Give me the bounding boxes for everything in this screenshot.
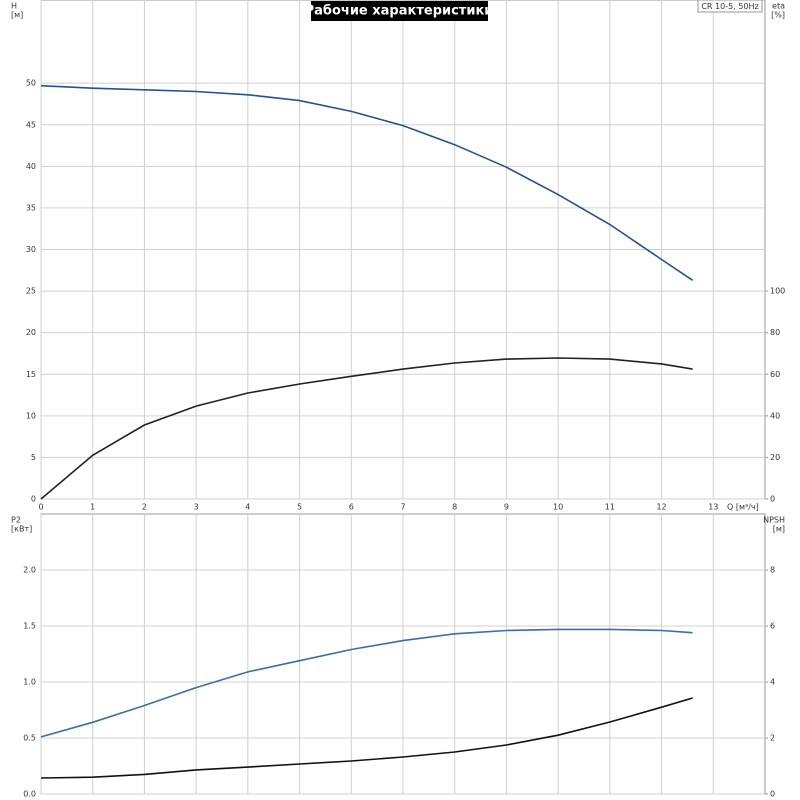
- x-tick-label: 9: [504, 503, 509, 512]
- x-tick-label: 1: [90, 503, 95, 512]
- series-line: [40, 628, 693, 738]
- y-tick-label: 0.0: [23, 790, 36, 799]
- y-tick-label: 25: [26, 287, 36, 296]
- y-tick-label: 10: [26, 411, 36, 420]
- x-tick-label: 3: [194, 503, 199, 512]
- y-tick-label: 35: [26, 203, 36, 212]
- x-tick-label: 13: [708, 503, 718, 512]
- y2-tick-label: 0: [770, 495, 775, 504]
- series-line: [40, 697, 693, 779]
- title-box: Рабочие характеристики: [305, 1, 494, 21]
- x-tick-label: 0: [38, 503, 43, 512]
- y2-axis-unit: [%]: [771, 11, 785, 20]
- x-tick-label: 12: [656, 503, 666, 512]
- x-tick-label: 6: [349, 503, 354, 512]
- series-line: [40, 357, 693, 500]
- y-axis-unit: [м]: [11, 11, 23, 20]
- y-tick-label: 20: [26, 328, 36, 337]
- y-tick-label: 45: [26, 120, 36, 129]
- y-tick-label: 30: [26, 245, 36, 254]
- y2-tick-label: 100: [770, 287, 785, 296]
- y2-tick-label: 0: [770, 790, 775, 799]
- y-tick-label: 40: [26, 162, 36, 171]
- y2-tick-label: 60: [770, 370, 780, 379]
- x-tick-label: 2: [142, 503, 147, 512]
- y-tick-label: 0: [31, 495, 36, 504]
- x-tick-label: 4: [245, 503, 250, 512]
- y-axis-label: H: [11, 2, 17, 11]
- x-tick-label: 8: [452, 503, 457, 512]
- y2-axis-label: NPSH: [763, 516, 785, 525]
- y-tick-label: 1.5: [23, 622, 36, 631]
- x-tick-label: 7: [400, 503, 405, 512]
- series-line: [40, 84, 694, 281]
- y2-axis-unit: [м]: [773, 525, 785, 534]
- y2-tick-label: 4: [770, 678, 775, 687]
- annotation-box: [697, 0, 763, 13]
- y-tick-label: 5: [31, 453, 36, 462]
- y2-tick-label: 40: [770, 411, 780, 420]
- y-axis-unit: [кВт]: [11, 525, 32, 534]
- y-tick-label: 15: [26, 370, 36, 379]
- y-tick-label: 0.5: [23, 734, 36, 743]
- chart-title: Рабочие характеристики: [305, 4, 494, 19]
- y-tick-label: 50: [26, 79, 36, 88]
- y2-tick-label: 20: [770, 453, 780, 462]
- y-tick-label: 2.0: [23, 566, 36, 575]
- y2-tick-label: 80: [770, 328, 780, 337]
- x-axis-label: Q [м³/ч]: [727, 503, 759, 512]
- y2-tick-label: 8: [770, 566, 775, 575]
- y2-axis-label: eta: [772, 2, 785, 11]
- y2-tick-label: 6: [770, 622, 775, 631]
- title-background: [311, 1, 488, 21]
- y-tick-label: 1.0: [23, 678, 36, 687]
- y2-tick-label: 2: [770, 734, 775, 743]
- x-tick-label: 10: [553, 503, 563, 512]
- y-axis-label: P2: [11, 516, 21, 525]
- x-tick-label: 11: [605, 503, 615, 512]
- annotation: CR 10-5, 50Hz: [701, 2, 758, 11]
- x-tick-label: 5: [297, 503, 302, 512]
